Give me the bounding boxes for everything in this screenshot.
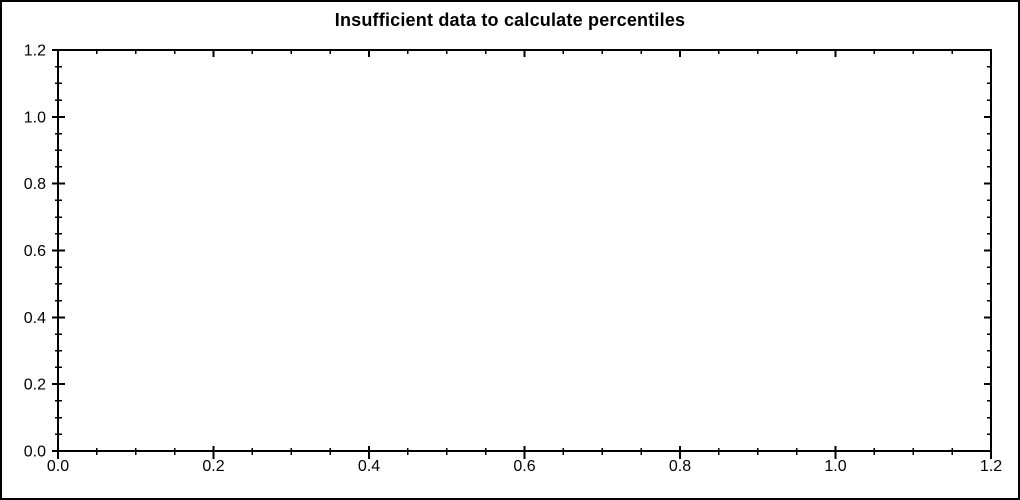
y-axis-tick-label: 0.0	[24, 444, 46, 461]
x-axis-tick-label: 1.0	[824, 458, 846, 475]
x-axis-tick-label: 1.2	[980, 458, 1002, 475]
x-axis-tick-label: 0.4	[358, 458, 380, 475]
x-axis-tick-label: 0.2	[202, 458, 224, 475]
y-axis-tick-label: 0.6	[24, 243, 46, 260]
y-axis-tick-label: 1.0	[24, 109, 46, 126]
chart-title: Insufficient data to calculate percentil…	[334, 10, 686, 30]
y-axis-tick-label: 0.4	[24, 310, 46, 327]
y-axis-tick-label: 0.8	[24, 176, 46, 193]
y-axis-tick-label: 1.2	[24, 43, 46, 60]
y-axis-tick-label: 0.2	[24, 377, 46, 394]
x-axis-tick-label: 0.8	[669, 458, 691, 475]
x-axis-tick-label: 0.6	[513, 458, 535, 475]
x-axis-tick-label: 0.0	[47, 458, 69, 475]
plot-frame	[57, 49, 992, 452]
